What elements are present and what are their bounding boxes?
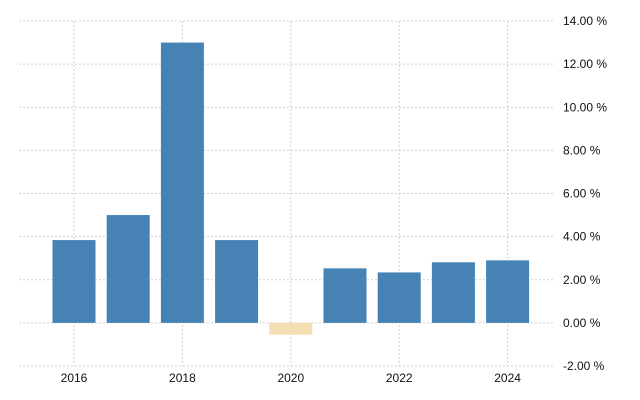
bar-2020 [269, 322, 313, 335]
x-tick-label: 2024 [494, 371, 521, 385]
y-tick-label: 6.00 % [563, 187, 601, 201]
y-tick-label: 14.00 % [563, 14, 607, 28]
bar-2023 [431, 262, 475, 323]
bar-2024 [486, 260, 530, 323]
bar-2018 [160, 42, 204, 323]
y-tick-label: 2.00 % [563, 273, 601, 287]
y-tick-label: 0.00 % [563, 316, 601, 330]
bar-2021 [323, 268, 367, 323]
y-tick-label: -2.00 % [563, 359, 605, 373]
x-tick-label: 2016 [61, 371, 88, 385]
x-tick-label: 2018 [169, 371, 196, 385]
y-tick-label: 10.00 % [563, 100, 607, 114]
bar-2016 [52, 240, 96, 323]
y-tick-label: 12.00 % [563, 57, 607, 71]
y-tick-label: 8.00 % [563, 143, 601, 157]
x-tick-label: 2020 [277, 371, 304, 385]
bar-2022 [377, 272, 421, 323]
y-tick-label: 4.00 % [563, 230, 601, 244]
bar-2019 [215, 240, 259, 323]
x-tick-label: 2022 [386, 371, 413, 385]
bar-2017 [106, 215, 150, 323]
